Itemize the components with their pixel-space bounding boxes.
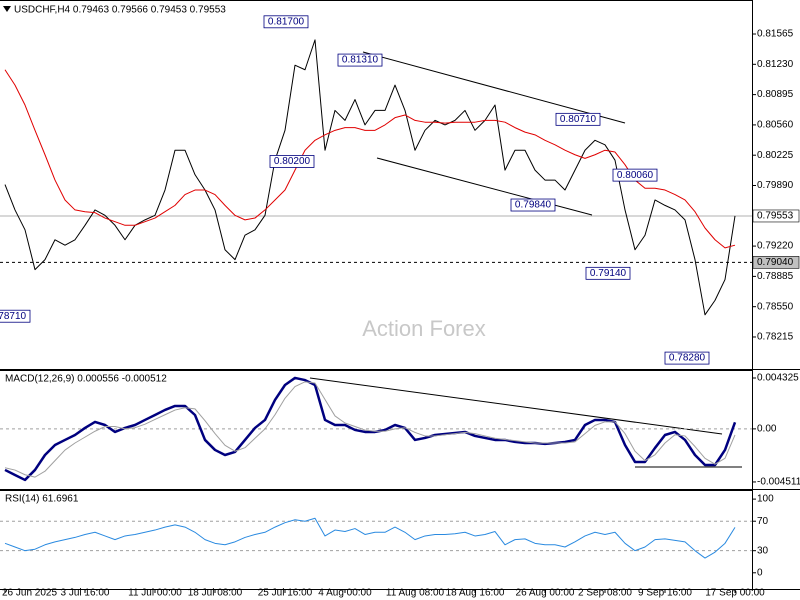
x-tick-label: 18 Aug 16:00 <box>446 588 505 599</box>
trend-line <box>309 377 723 435</box>
price-level-label: 0.79040 <box>757 257 794 268</box>
x-tick-label: 2 Sep 08:00 <box>578 588 632 599</box>
y-tick-label: 0.79890 <box>757 180 794 191</box>
panel-title: MACD(12,26,9) 0.000556 -0.000512 <box>5 374 167 385</box>
annotation-label: 0.80060 <box>617 170 654 181</box>
y-tick-label: 0.81230 <box>757 59 794 70</box>
panel-title: RSI(14) 61.6961 <box>5 494 79 505</box>
x-tick-label: 26 Jun 2025 <box>2 588 57 599</box>
annotation-box <box>337 53 383 67</box>
y-tick-label: 0.80895 <box>757 89 794 100</box>
y-tick-label: 0.78885 <box>757 271 794 282</box>
annotation-label: 0.80200 <box>274 156 311 167</box>
channel-line <box>362 51 626 124</box>
price-level-label: 0.79553 <box>757 211 794 222</box>
annotation-box <box>612 168 658 182</box>
annotation-box <box>269 155 315 168</box>
y-tick-label: 0.80225 <box>757 150 794 161</box>
x-tick-label: 17 Sep 00:00 <box>705 588 765 599</box>
annotation-label: 0.79840 <box>515 200 552 211</box>
panel-title: USDCHF,H4 0.79463 0.79566 0.79453 0.7955… <box>14 5 226 16</box>
annotation-box <box>555 112 601 126</box>
annotation-box <box>510 198 556 212</box>
y-tick-label: 100 <box>757 494 774 505</box>
y-tick-label: 0.004325 <box>757 373 799 384</box>
annotation-label: 0.80710 <box>560 114 597 125</box>
price-level-box <box>752 256 800 269</box>
series-line <box>4 69 736 249</box>
menu-icon <box>3 6 11 12</box>
annotation-box <box>664 351 710 365</box>
x-tick-label: 25 Jul 16:00 <box>258 588 313 599</box>
annotation-label: 0.78280 <box>669 353 706 364</box>
y-tick-label: 0.78215 <box>757 332 794 343</box>
x-tick-label: 3 Jul 16:00 <box>61 588 110 599</box>
price-level-box <box>752 209 800 223</box>
y-tick-label: 0 <box>757 567 763 578</box>
annotation-box <box>263 15 309 29</box>
annotation-label: 0.79140 <box>590 268 627 279</box>
x-tick-label: 11 Jul 00:00 <box>128 588 182 599</box>
series-line <box>4 517 736 559</box>
y-tick-label: 0.00 <box>757 424 777 435</box>
y-tick-label: -0.004511 <box>757 477 800 488</box>
annotation-label: 0.78710 <box>0 311 27 322</box>
y-tick-label: 0.78550 <box>757 301 794 312</box>
x-tick-label: 11 Aug 08:00 <box>386 588 445 599</box>
y-tick-label: 0.80560 <box>757 120 794 131</box>
x-tick-label: 18 Jul 08:00 <box>188 588 243 599</box>
y-tick-label: 0.79220 <box>757 241 794 252</box>
y-tick-label: 70 <box>757 516 769 527</box>
x-tick-label: 26 Aug 00:00 <box>516 588 575 599</box>
annotation-box <box>585 266 631 280</box>
series-line <box>4 39 736 316</box>
series-line <box>4 381 736 478</box>
annotation-label: 0.81700 <box>268 16 305 27</box>
watermark: Action Forex <box>362 316 486 341</box>
x-tick-label: 9 Sep 16:00 <box>638 588 692 599</box>
annotation-label: 0.81310 <box>342 55 379 66</box>
y-tick-label: 30 <box>757 545 769 556</box>
annotation-box <box>0 309 31 323</box>
y-tick-label: 0.81565 <box>757 29 794 40</box>
channel-line <box>376 157 593 216</box>
x-tick-label: 4 Aug 00:00 <box>318 588 372 599</box>
